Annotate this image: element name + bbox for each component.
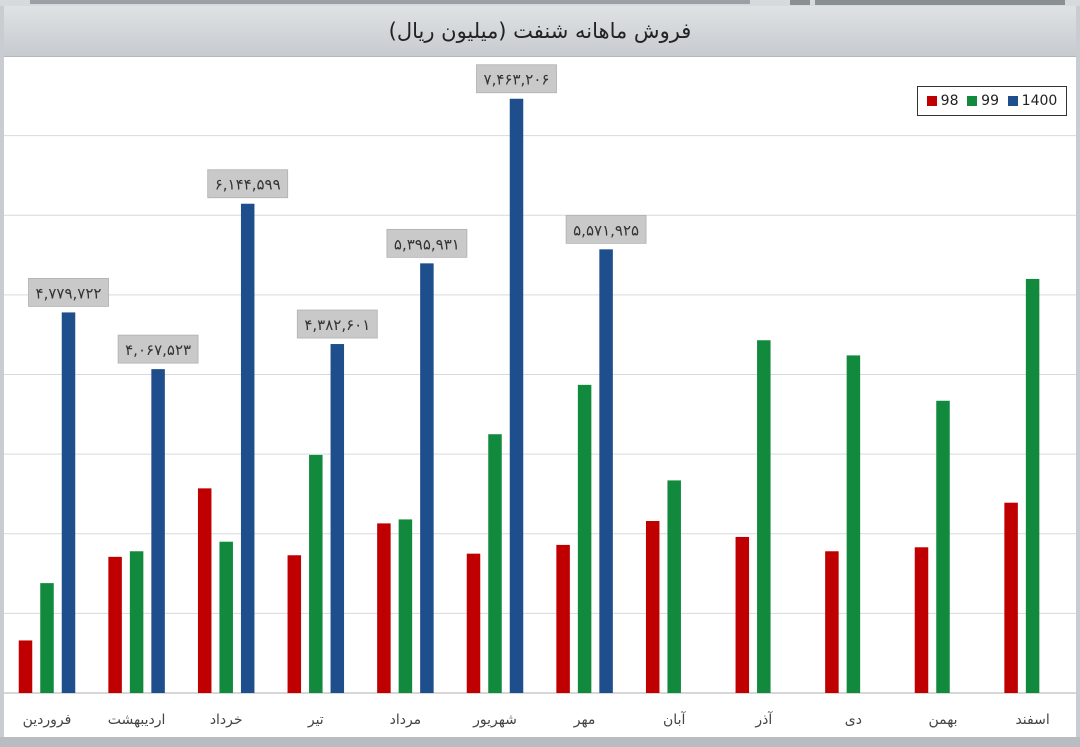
top-strip-segment <box>815 0 1065 5</box>
legend-label-99: 99 <box>981 93 999 109</box>
chart-legend: 98 99 1400 <box>917 86 1067 116</box>
bar-99-11 <box>936 400 950 693</box>
legend-item-1400: 1400 <box>1007 93 1058 109</box>
category-label: تیر <box>307 712 324 728</box>
plot-area <box>4 57 1076 737</box>
chart-title: فروش ماهانه شنفت (میلیون ریال) <box>388 19 692 43</box>
data-label: ۵,۵۷۱,۹۲۵ <box>573 221 639 239</box>
legend-swatch-98 <box>926 96 937 106</box>
bar-1400-7 <box>599 249 613 694</box>
data-label: ۴,۳۸۲,۶۰۱ <box>304 316 370 334</box>
legend-swatch-1400 <box>1007 96 1018 106</box>
category-label: مرداد <box>390 712 422 728</box>
category-label: آذر <box>754 711 773 728</box>
bar-98-12 <box>1004 502 1018 693</box>
category-label: فروردین <box>23 712 72 728</box>
bar-98-6 <box>466 553 481 693</box>
bar-1400-1 <box>61 312 76 693</box>
category-label: دی <box>845 712 862 728</box>
top-strip-segment <box>790 0 810 5</box>
bar-1400-3 <box>240 203 255 693</box>
legend-item-99: 99 <box>967 93 999 109</box>
data-label: ۵,۳۹۵,۹۳۱ <box>394 235 460 253</box>
bar-1400-6 <box>509 98 524 693</box>
legend-item-98: 98 <box>926 93 959 109</box>
top-strip-segment <box>30 0 750 4</box>
bar-99-6 <box>488 434 502 693</box>
bar-99-3 <box>219 541 233 693</box>
bar-98-4 <box>287 555 302 693</box>
bar-99-7 <box>577 384 592 693</box>
category-label: اسفند <box>1015 712 1049 728</box>
bar-99-2 <box>129 551 144 693</box>
bar-99-4 <box>309 454 323 693</box>
bar-98-3 <box>197 488 212 693</box>
category-label: مهر <box>573 712 596 728</box>
bar-98-1 <box>18 640 33 693</box>
data-label: ۴,۰۶۷,۵۲۳ <box>125 341 191 359</box>
chart-title-bar: فروش ماهانه شنفت (میلیون ریال) <box>4 6 1076 57</box>
data-label: ۴,۷۷۹,۷۲۲ <box>36 284 102 302</box>
data-label-box <box>476 64 557 94</box>
data-label: ۶,۱۴۴,۵۹۹ <box>215 176 281 194</box>
data-label-box <box>207 169 289 199</box>
top-strip <box>0 0 1080 6</box>
data-label-box <box>565 214 647 244</box>
bar-99-10 <box>846 355 861 693</box>
category-label: آبان <box>663 711 686 728</box>
bar-99-9 <box>757 340 771 693</box>
bar-98-8 <box>645 521 660 693</box>
bar-99-8 <box>667 480 681 693</box>
bar-98-9 <box>735 536 750 693</box>
category-label: بهمن <box>928 712 957 728</box>
bar-99-12 <box>1025 278 1040 693</box>
bar-1400-5 <box>420 263 434 693</box>
data-label: ۷,۴۶۳,۲۰۶ <box>484 71 550 89</box>
category-label: اردیبهشت <box>108 712 166 728</box>
category-label: شهریور <box>472 712 517 728</box>
data-label-box <box>117 334 199 364</box>
bar-98-7 <box>556 544 570 693</box>
category-label: خرداد <box>210 712 243 728</box>
bar-1400-4 <box>330 344 345 693</box>
bar-98-10 <box>825 551 839 693</box>
bar-98-2 <box>108 556 122 693</box>
data-label-box <box>296 309 378 339</box>
legend-label-1400: 1400 <box>1021 93 1058 109</box>
bar-1400-2 <box>151 369 165 693</box>
data-label-box <box>28 278 109 307</box>
legend-swatch-99 <box>967 96 978 106</box>
bar-98-5 <box>377 523 391 693</box>
bar-99-5 <box>398 519 413 693</box>
bottom-strip <box>0 737 1080 747</box>
legend-label-98: 98 <box>940 93 959 109</box>
data-label-box <box>386 228 468 258</box>
bar-98-11 <box>914 547 929 693</box>
bar-99-1 <box>40 583 54 693</box>
